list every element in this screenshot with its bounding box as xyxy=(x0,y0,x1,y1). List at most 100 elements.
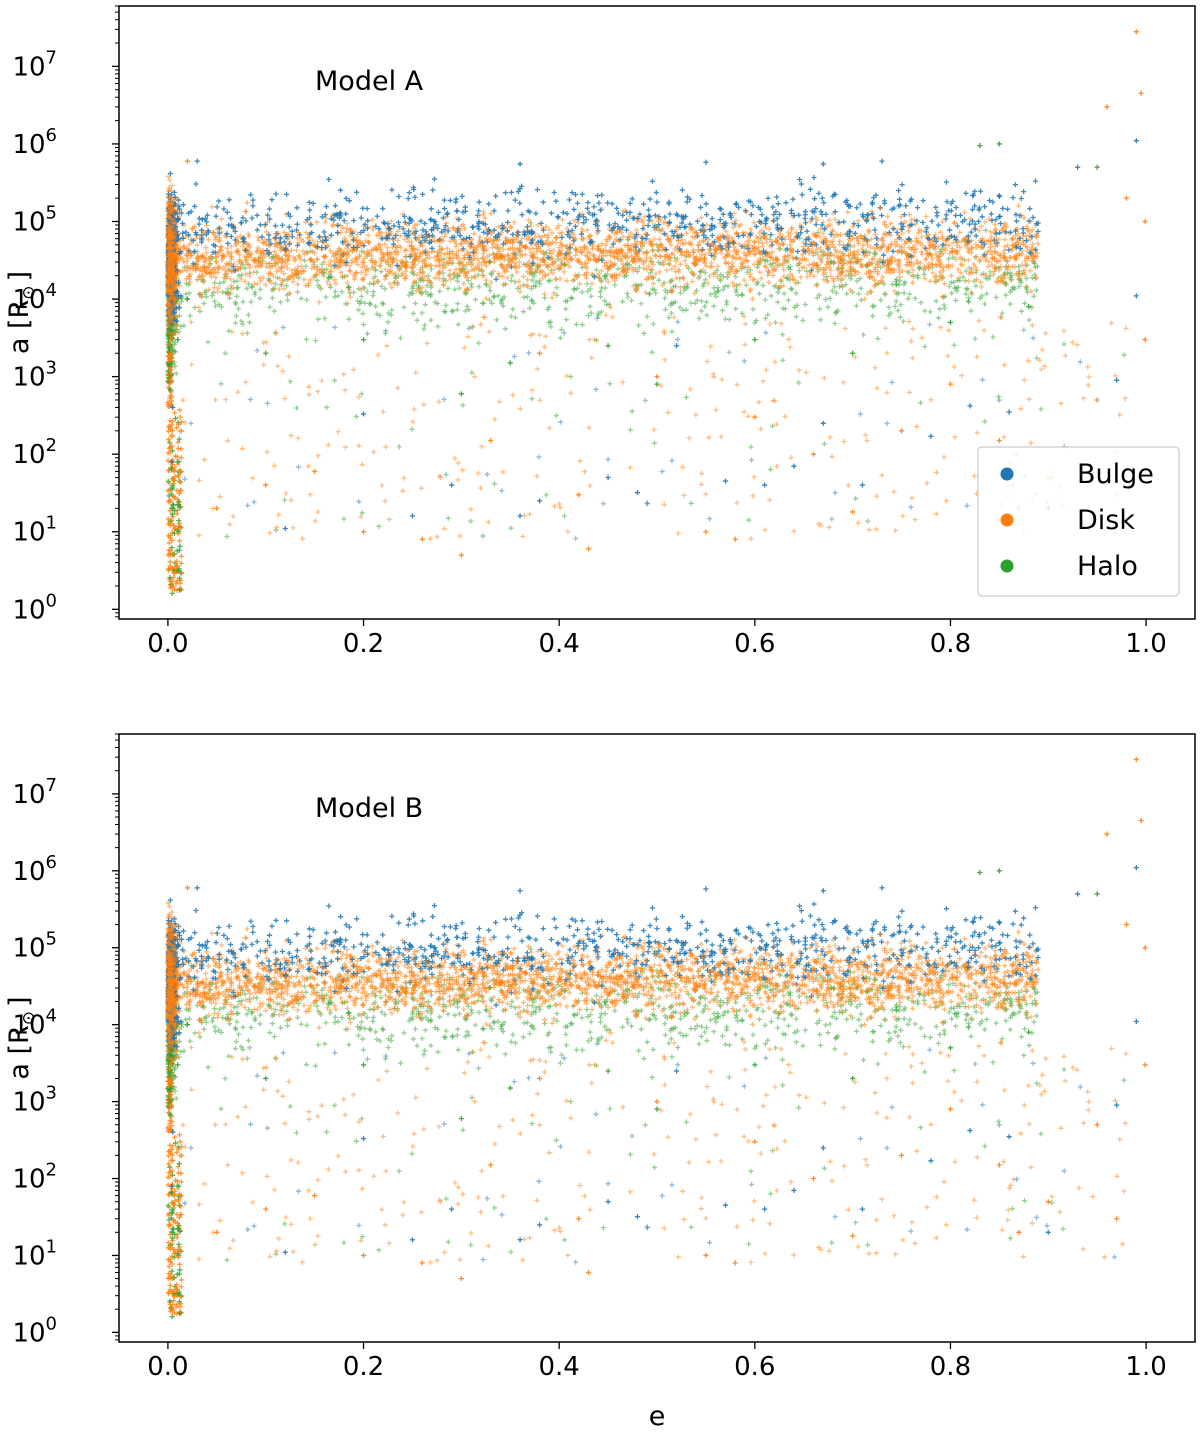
point-bulge xyxy=(967,1127,973,1134)
y-tick-label: 101 xyxy=(12,1236,57,1271)
point-bulge xyxy=(169,459,175,465)
point-bulge xyxy=(1133,865,1139,871)
point-disk xyxy=(419,536,425,542)
x-tick-label: 0.2 xyxy=(343,1352,384,1382)
x-tick-label: 0.6 xyxy=(734,629,775,659)
point-halo xyxy=(360,1062,367,1068)
point-disk xyxy=(752,1139,758,1145)
point-disk xyxy=(263,1206,269,1212)
point-disk xyxy=(537,1075,543,1082)
point-bulge xyxy=(282,1249,288,1255)
point-halo xyxy=(175,337,181,343)
y-tick-label: 100 xyxy=(12,590,57,625)
point-bulge xyxy=(537,498,543,504)
point-bulge xyxy=(673,343,680,349)
y-axis-label: a [R⊙] xyxy=(4,996,39,1079)
x-tick-label: 0.8 xyxy=(930,629,971,659)
point-bulge xyxy=(791,463,797,469)
series-halo xyxy=(170,141,1100,511)
point-disk xyxy=(703,1252,709,1259)
point-bulge xyxy=(1075,891,1081,897)
point-halo xyxy=(752,337,758,343)
cloud-sparse xyxy=(167,1037,1129,1265)
point-bulge xyxy=(859,1206,866,1212)
legend-label-bulge: Bulge xyxy=(1077,459,1154,490)
x-tick-label: 0.2 xyxy=(343,629,384,659)
point-disk xyxy=(585,546,592,552)
point-halo xyxy=(654,381,660,387)
point-disk xyxy=(1142,945,1148,951)
legend: Bulge Disk Halo xyxy=(977,446,1180,597)
point-halo xyxy=(170,505,176,511)
point-bulge xyxy=(791,1187,797,1194)
y-tick-label: 107 xyxy=(12,775,57,810)
point-bulge xyxy=(703,159,709,165)
point-bulge xyxy=(634,1213,641,1220)
point-halo xyxy=(458,391,464,397)
point-disk xyxy=(996,1162,1002,1168)
point-disk xyxy=(947,1106,954,1112)
point-halo xyxy=(977,143,983,149)
point-bulge xyxy=(820,888,826,894)
series-bulge xyxy=(169,865,1139,1255)
y-tick-label: 103 xyxy=(12,1083,57,1118)
point-halo xyxy=(996,868,1002,874)
point-disk xyxy=(996,437,1002,444)
point-disk xyxy=(654,1098,660,1105)
point-bulge xyxy=(879,158,885,164)
series-bulge xyxy=(169,138,1139,532)
point-disk xyxy=(898,1152,905,1158)
point-disk xyxy=(1123,195,1130,201)
point-disk xyxy=(171,523,177,529)
point-disk xyxy=(169,1306,175,1312)
point-bulge xyxy=(722,1202,729,1208)
x-tick-label: 0.8 xyxy=(930,1352,971,1382)
point-bulge xyxy=(673,1068,680,1074)
point-bulge xyxy=(517,1237,523,1243)
legend-marker-disk xyxy=(1000,513,1014,527)
point-disk xyxy=(1114,1216,1120,1222)
point-disk xyxy=(1104,831,1110,837)
point-bulge xyxy=(517,161,523,167)
point-disk xyxy=(898,428,905,434)
y-tick-label: 107 xyxy=(12,47,57,82)
point-disk xyxy=(732,536,738,542)
point-bulge xyxy=(722,478,729,484)
data-points xyxy=(168,29,1148,589)
point-bulge xyxy=(859,482,866,488)
point-halo xyxy=(752,1062,758,1068)
x-tick-label: 0.0 xyxy=(147,1352,188,1382)
point-disk xyxy=(1133,756,1139,763)
point-bulge xyxy=(194,885,200,891)
point-halo xyxy=(507,1085,513,1091)
point-disk xyxy=(703,529,709,535)
point-halo xyxy=(605,1068,611,1074)
point-halo xyxy=(1094,164,1100,170)
point-bulge xyxy=(194,158,200,164)
scatter-cloud xyxy=(165,170,1129,597)
point-halo xyxy=(170,1229,176,1235)
point-disk xyxy=(488,1162,494,1168)
point-bulge xyxy=(409,1237,416,1243)
point-halo xyxy=(175,1062,181,1068)
point-bulge xyxy=(820,420,826,426)
point-bulge xyxy=(762,482,768,488)
axes-frame xyxy=(118,5,1196,620)
point-disk xyxy=(214,505,220,511)
point-bulge xyxy=(1133,1018,1139,1025)
point-disk xyxy=(537,350,543,356)
point-disk xyxy=(169,583,175,589)
point-bulge xyxy=(360,411,367,417)
point-halo xyxy=(947,1045,954,1051)
point-bulge xyxy=(448,1206,455,1212)
legend-label-disk: Disk xyxy=(1077,505,1135,536)
point-disk xyxy=(168,1276,174,1282)
cloud-disk xyxy=(165,909,1040,1080)
point-halo xyxy=(1094,891,1100,897)
point-disk xyxy=(1138,90,1144,96)
point-disk xyxy=(1094,397,1100,403)
point-disk xyxy=(576,1216,582,1222)
series-disk xyxy=(168,756,1148,1312)
point-disk xyxy=(1123,921,1130,928)
panel-model-b: 0.0 0.2 0.4 0.6 0.8 1.0 100 101 102 103 104 105 106 1… xyxy=(4,733,1196,1432)
